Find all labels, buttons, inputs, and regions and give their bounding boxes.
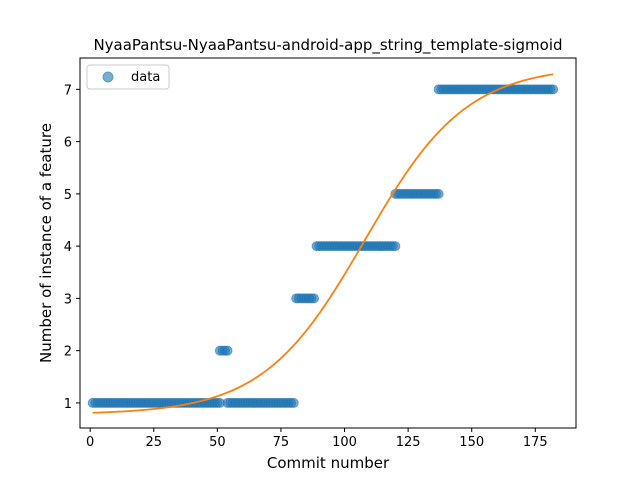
data-point — [433, 188, 444, 199]
data-point — [390, 241, 401, 252]
y-tick-label: 3 — [64, 292, 72, 307]
y-tick-label: 2 — [64, 345, 72, 360]
y-tick-label: 6 — [64, 136, 72, 151]
x-tick-label: 100 — [332, 435, 357, 450]
chart-title: NyaaPantsu-NyaaPantsu-android-app_string… — [93, 36, 562, 55]
x-tick-label: 175 — [523, 435, 548, 450]
legend-label: data — [131, 70, 160, 85]
sigmoid-fit-line — [92, 73, 554, 414]
x-axis-label: Commit number — [267, 454, 390, 472]
legend-box — [86, 64, 170, 90]
y-tick-label: 4 — [64, 240, 72, 255]
legend-marker — [102, 71, 114, 83]
y-axis-label: Number of instance of a feature — [37, 123, 55, 363]
x-tick-label: 75 — [273, 435, 290, 450]
plot-area — [87, 73, 559, 414]
x-tick-label: 25 — [145, 435, 162, 450]
x-tick-label: 125 — [396, 435, 421, 450]
y-axis: 1 2 3 4 5 6 7 — [64, 83, 80, 412]
x-tick-label: 50 — [209, 435, 226, 450]
x-axis: 0 25 50 75 100 125 150 175 — [86, 428, 548, 450]
data-point — [309, 293, 320, 304]
plot-frame — [79, 57, 577, 429]
legend: data — [86, 64, 170, 90]
y-tick-label: 7 — [64, 83, 72, 98]
y-tick-label: 1 — [64, 397, 72, 412]
data-point — [548, 84, 559, 95]
x-tick-label: 0 — [86, 435, 94, 450]
x-tick-label: 150 — [459, 435, 484, 450]
data-point — [288, 397, 299, 408]
data-point — [222, 345, 233, 356]
y-tick-label: 5 — [64, 188, 72, 203]
